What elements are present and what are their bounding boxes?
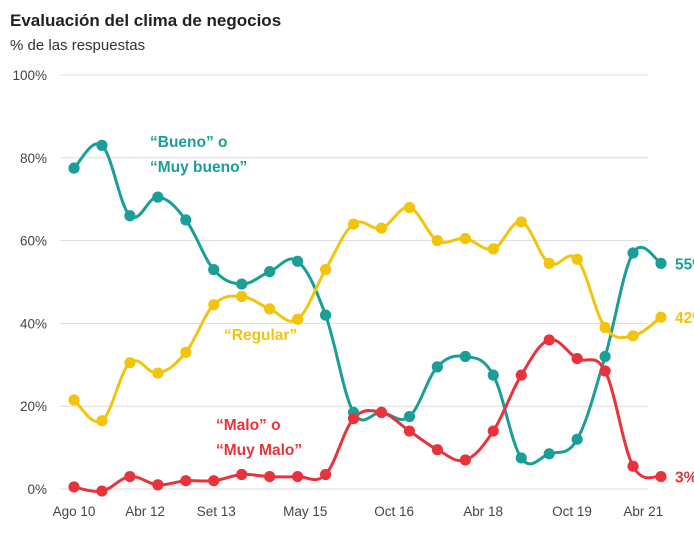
bueno-o-muy-bueno-end-label: 55% (675, 256, 694, 273)
malo-o-muy-malo-point (487, 425, 499, 437)
regular-point (515, 216, 527, 228)
y-tick-label: 60% (20, 234, 47, 249)
bueno-o-muy-bueno-point (599, 350, 611, 363)
y-tick-label: 20% (20, 399, 47, 414)
series-annotation: “Malo” o (216, 417, 281, 434)
bueno-o-muy-bueno-point (627, 247, 639, 259)
series-points (68, 139, 667, 497)
x-tick-label: Ago 10 (53, 504, 96, 519)
x-tick-label: Set 13 (197, 504, 236, 519)
regular-point (655, 311, 667, 323)
regular-point (599, 321, 611, 334)
bueno-o-muy-bueno-point (319, 309, 332, 321)
regular-point (319, 263, 332, 276)
regular-point (152, 367, 164, 379)
y-tick-label: 80% (20, 151, 47, 166)
regular-point (124, 357, 136, 369)
regular-end-label: 42% (675, 310, 694, 327)
malo-o-muy-malo-point (403, 425, 416, 437)
bueno-o-muy-bueno-point (487, 369, 499, 381)
malo-o-muy-malo-point (124, 470, 136, 483)
x-tick-label: Abr 12 (125, 504, 165, 519)
malo-o-muy-malo-point (655, 470, 667, 483)
regular-point (459, 232, 471, 245)
bueno-o-muy-bueno-point (68, 162, 80, 174)
bueno-o-muy-bueno-point (571, 433, 583, 445)
regular-point (347, 218, 360, 230)
malo-o-muy-malo-point (152, 479, 164, 491)
malo-o-muy-malo-point (68, 481, 80, 493)
regular-point (68, 394, 80, 406)
bueno-o-muy-bueno-line (72, 142, 662, 466)
malo-o-muy-malo-point (571, 352, 583, 365)
bueno-o-muy-bueno-point (264, 266, 276, 278)
regular-point (208, 299, 220, 311)
malo-o-muy-malo-point (292, 470, 304, 483)
chart-title: Evaluación del clima de negocios (10, 11, 281, 30)
regular-point (375, 222, 388, 234)
malo-o-muy-malo-point (319, 468, 332, 481)
regular-point (403, 201, 416, 214)
malo-o-muy-malo-point (96, 485, 108, 497)
x-tick-label: Abr 21 (623, 504, 663, 519)
gridlines (60, 74, 648, 490)
malo-o-muy-malo-point (208, 475, 220, 487)
regular-point (264, 303, 276, 315)
malo-o-muy-malo-point (459, 454, 471, 466)
malo-o-muy-malo-point (347, 413, 360, 425)
bueno-o-muy-bueno-point (459, 350, 471, 363)
series-annotation: “Muy Malo” (216, 442, 302, 459)
malo-o-muy-malo-point (543, 334, 555, 346)
malo-o-muy-malo-point (236, 468, 248, 481)
bueno-o-muy-bueno-point (236, 278, 248, 290)
bueno-o-muy-bueno-point (655, 257, 667, 269)
series-annotation: “Bueno” o (150, 134, 228, 151)
x-tick-label: Oct 19 (552, 504, 592, 519)
regular-point (543, 257, 555, 269)
bueno-o-muy-bueno-point (431, 361, 443, 373)
malo-o-muy-malo-end-label: 3% (675, 470, 694, 487)
regular-point (292, 313, 304, 325)
regular-point (180, 346, 192, 358)
bueno-o-muy-bueno-point (403, 410, 416, 423)
malo-o-muy-malo-point (515, 369, 527, 381)
regular-line (72, 205, 662, 424)
malo-o-muy-malo-line (73, 338, 662, 493)
malo-o-muy-malo-point (431, 444, 443, 456)
bueno-o-muy-bueno-point (180, 214, 192, 226)
malo-o-muy-malo-point (375, 406, 388, 419)
malo-o-muy-malo-point (180, 475, 192, 487)
regular-point (571, 253, 583, 265)
y-tick-label: 0% (27, 482, 47, 497)
y-tick-label: 100% (12, 68, 47, 83)
regular-point (431, 235, 443, 247)
chart-subtitle: % de las respuestas (10, 37, 145, 54)
regular-point (487, 243, 499, 255)
bueno-o-muy-bueno-point (208, 263, 220, 276)
y-axis-ticks: 0% 20% 40% 60% 80% 100% (12, 68, 47, 497)
series-annotation: “Regular” (224, 327, 297, 344)
bueno-o-muy-bueno-point (515, 452, 527, 464)
series-annotation: “Muy bueno” (150, 159, 247, 176)
regular-point (627, 330, 639, 342)
x-axis-ticks: Ago 10 Abr 12 Set 13 May 15 Oct 16 Abr 18 Oct … (53, 504, 664, 519)
bueno-o-muy-bueno-point (96, 139, 108, 151)
regular-point (96, 415, 108, 427)
regular-point (236, 290, 248, 303)
bueno-o-muy-bueno-point (124, 210, 136, 222)
y-tick-label: 40% (20, 316, 47, 331)
x-tick-label: Oct 16 (374, 504, 414, 519)
malo-o-muy-malo-point (627, 460, 639, 472)
malo-o-muy-malo-point (264, 470, 276, 483)
bueno-o-muy-bueno-point (152, 191, 164, 203)
x-tick-label: May 15 (283, 504, 327, 519)
series-labels: 55% 42% 3% “Bueno” o “Muy bueno” “Regular” “Ma… (150, 134, 694, 487)
x-tick-label: Abr 18 (463, 504, 503, 519)
bueno-o-muy-bueno-point (543, 448, 555, 460)
malo-o-muy-malo-point (599, 365, 611, 377)
bueno-o-muy-bueno-point (292, 255, 304, 267)
